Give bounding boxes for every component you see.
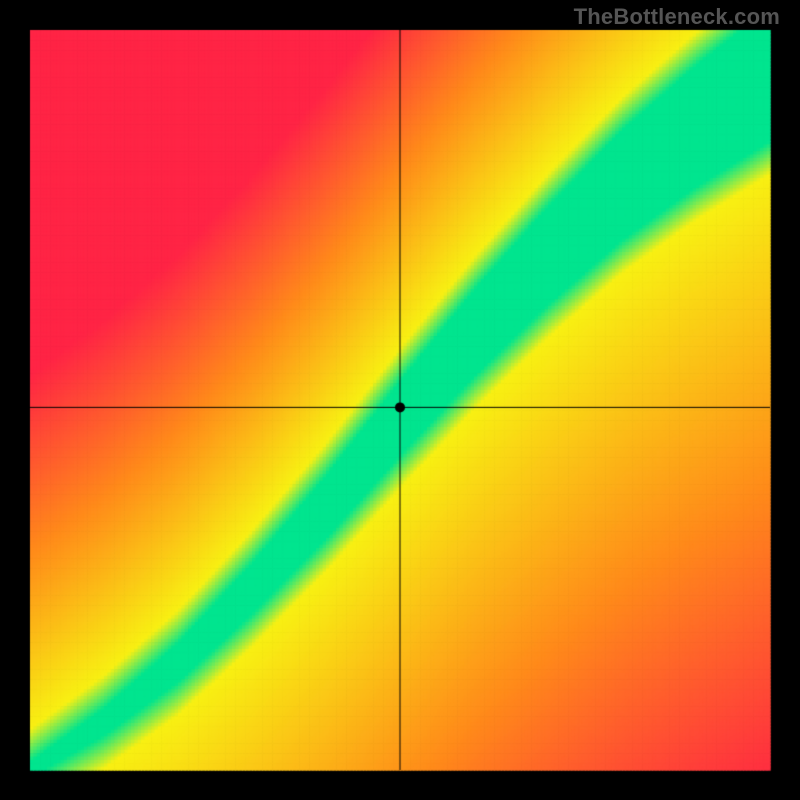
bottleneck-heatmap <box>0 0 800 800</box>
chart-container: TheBottleneck.com <box>0 0 800 800</box>
watermark-text: TheBottleneck.com <box>574 4 780 30</box>
